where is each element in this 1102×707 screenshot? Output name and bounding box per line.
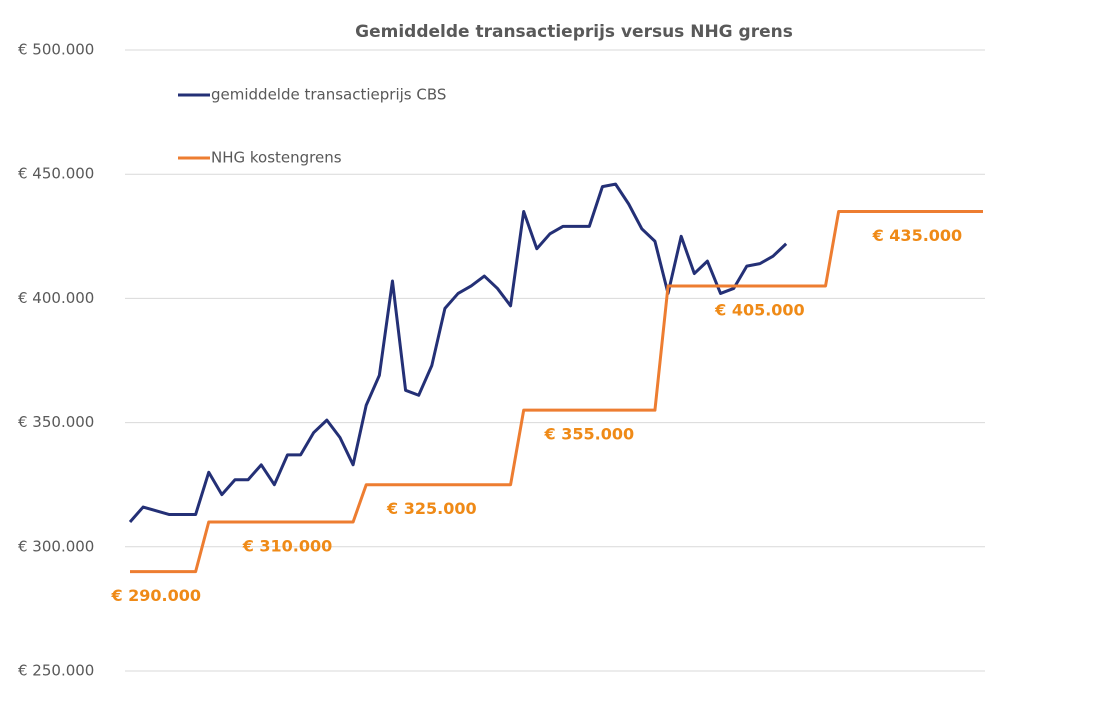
chart-title: Gemiddelde transactieprijs versus NHG gr…: [355, 22, 793, 42]
data-label: € 405.000: [714, 300, 805, 319]
data-label: € 435.000: [872, 226, 963, 245]
data-label: € 355.000: [544, 425, 635, 444]
series-line: [128, 182, 788, 523]
y-tick-label: € 500.000: [18, 41, 94, 59]
y-tick-label: € 350.000: [18, 413, 94, 431]
y-tick-label: € 250.000: [18, 662, 94, 680]
data-label: € 290.000: [110, 586, 201, 605]
legend-label: NHG kostengrens: [211, 149, 342, 167]
y-tick-label: € 400.000: [18, 289, 94, 307]
series-line: [130, 209, 983, 574]
y-tick-label: € 450.000: [18, 165, 94, 183]
legend-label: gemiddelde transactieprijs CBS: [211, 86, 446, 104]
data-label: € 310.000: [242, 536, 333, 555]
data-label: € 325.000: [386, 499, 477, 518]
y-tick-label: € 300.000: [18, 537, 94, 555]
